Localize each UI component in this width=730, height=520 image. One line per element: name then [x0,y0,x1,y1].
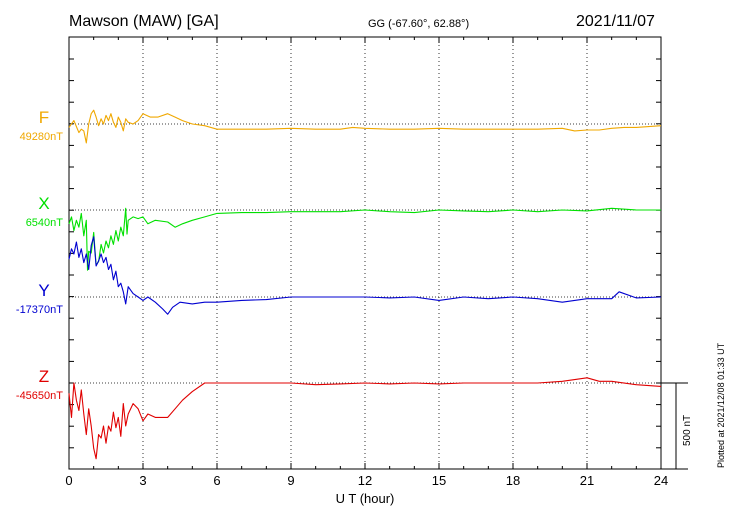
component-name-z: Z [39,367,49,386]
component-name-x: X [38,194,49,213]
x-tick-label: 24 [654,473,668,488]
component-name-y: Y [38,281,49,300]
series-line-x [68,207,661,271]
component-name-f: F [39,108,49,127]
x-tick-label: 9 [287,473,294,488]
x-tick-label: 3 [139,473,146,488]
series-line-y [68,236,662,315]
plotted-timestamp: Plotted at 2021/12/08 01:33 UT [716,342,726,468]
baseline-value-x: 6540nT [26,217,64,229]
x-tick-label: 0 [65,473,72,488]
x-tick-label: 21 [580,473,594,488]
plot-date: 2021/11/07 [576,13,655,30]
series-line-f [68,109,662,144]
x-tick-label: 15 [432,473,446,488]
baseline-value-z: -45650nT [16,390,63,402]
x-tick-label: 12 [358,473,372,488]
x-axis-label: U T (hour) [336,491,395,506]
baseline-value-y: -17370nT [16,304,63,316]
station-title: Mawson (MAW) [GA] [69,13,219,30]
scale-bar-label: 500 nT [682,414,693,446]
x-tick-label: 18 [506,473,520,488]
baseline-value-f: 49280nT [20,131,64,143]
geographic-coordinates: GG (-67.60°, 62.88°) [368,18,470,30]
series-line-z [68,377,662,460]
x-tick-label: 6 [213,473,220,488]
